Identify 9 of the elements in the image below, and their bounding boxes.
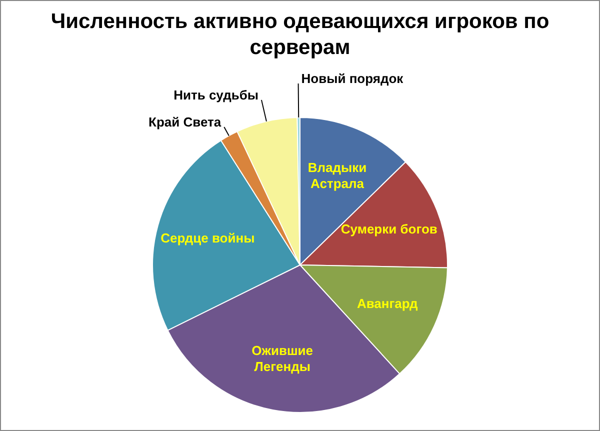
slice-label: Владыки Астрала — [308, 160, 367, 192]
slice-label: Сумерки богов — [340, 221, 438, 236]
slice-label: Ожившие Легенды — [252, 342, 314, 374]
slice-label: Нить судьбы — [174, 88, 258, 103]
chart-title: Численность активно одевающихся игроков по серверам — [50, 9, 550, 61]
slice-label: Край Света — [148, 114, 222, 130]
slice-label: Новый порядок — [301, 71, 404, 86]
slice-label: Сердце войны — [160, 230, 255, 246]
slice-label: Авангард — [356, 296, 419, 312]
